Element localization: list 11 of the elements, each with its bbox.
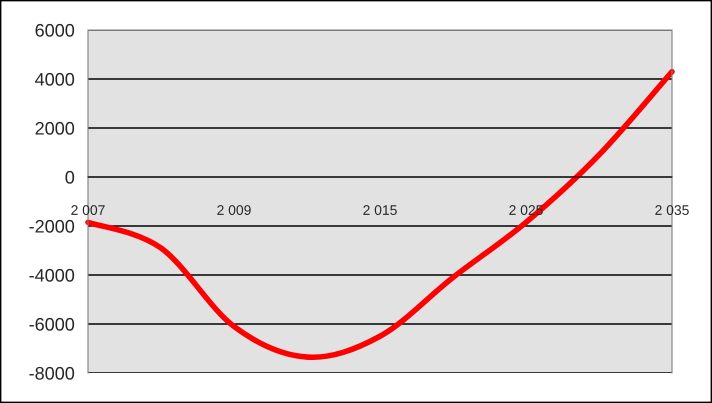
- x-tick-label: 2 009: [217, 205, 251, 215]
- y-tick-label: 6000: [36, 24, 74, 37]
- y-tick-label: 4000: [35, 72, 74, 86]
- x-tick-label: 2 007: [71, 205, 105, 215]
- y-tick-label: -4000: [29, 268, 74, 282]
- y-tick-label: -6000: [29, 318, 74, 331]
- y-tick-label: 0: [65, 170, 74, 184]
- y-tick-label: -8000: [29, 366, 74, 380]
- y-tick-label: -2000: [29, 220, 74, 233]
- x-tick-label: 2 015: [363, 205, 397, 215]
- y-tick-label: 2000: [36, 122, 74, 135]
